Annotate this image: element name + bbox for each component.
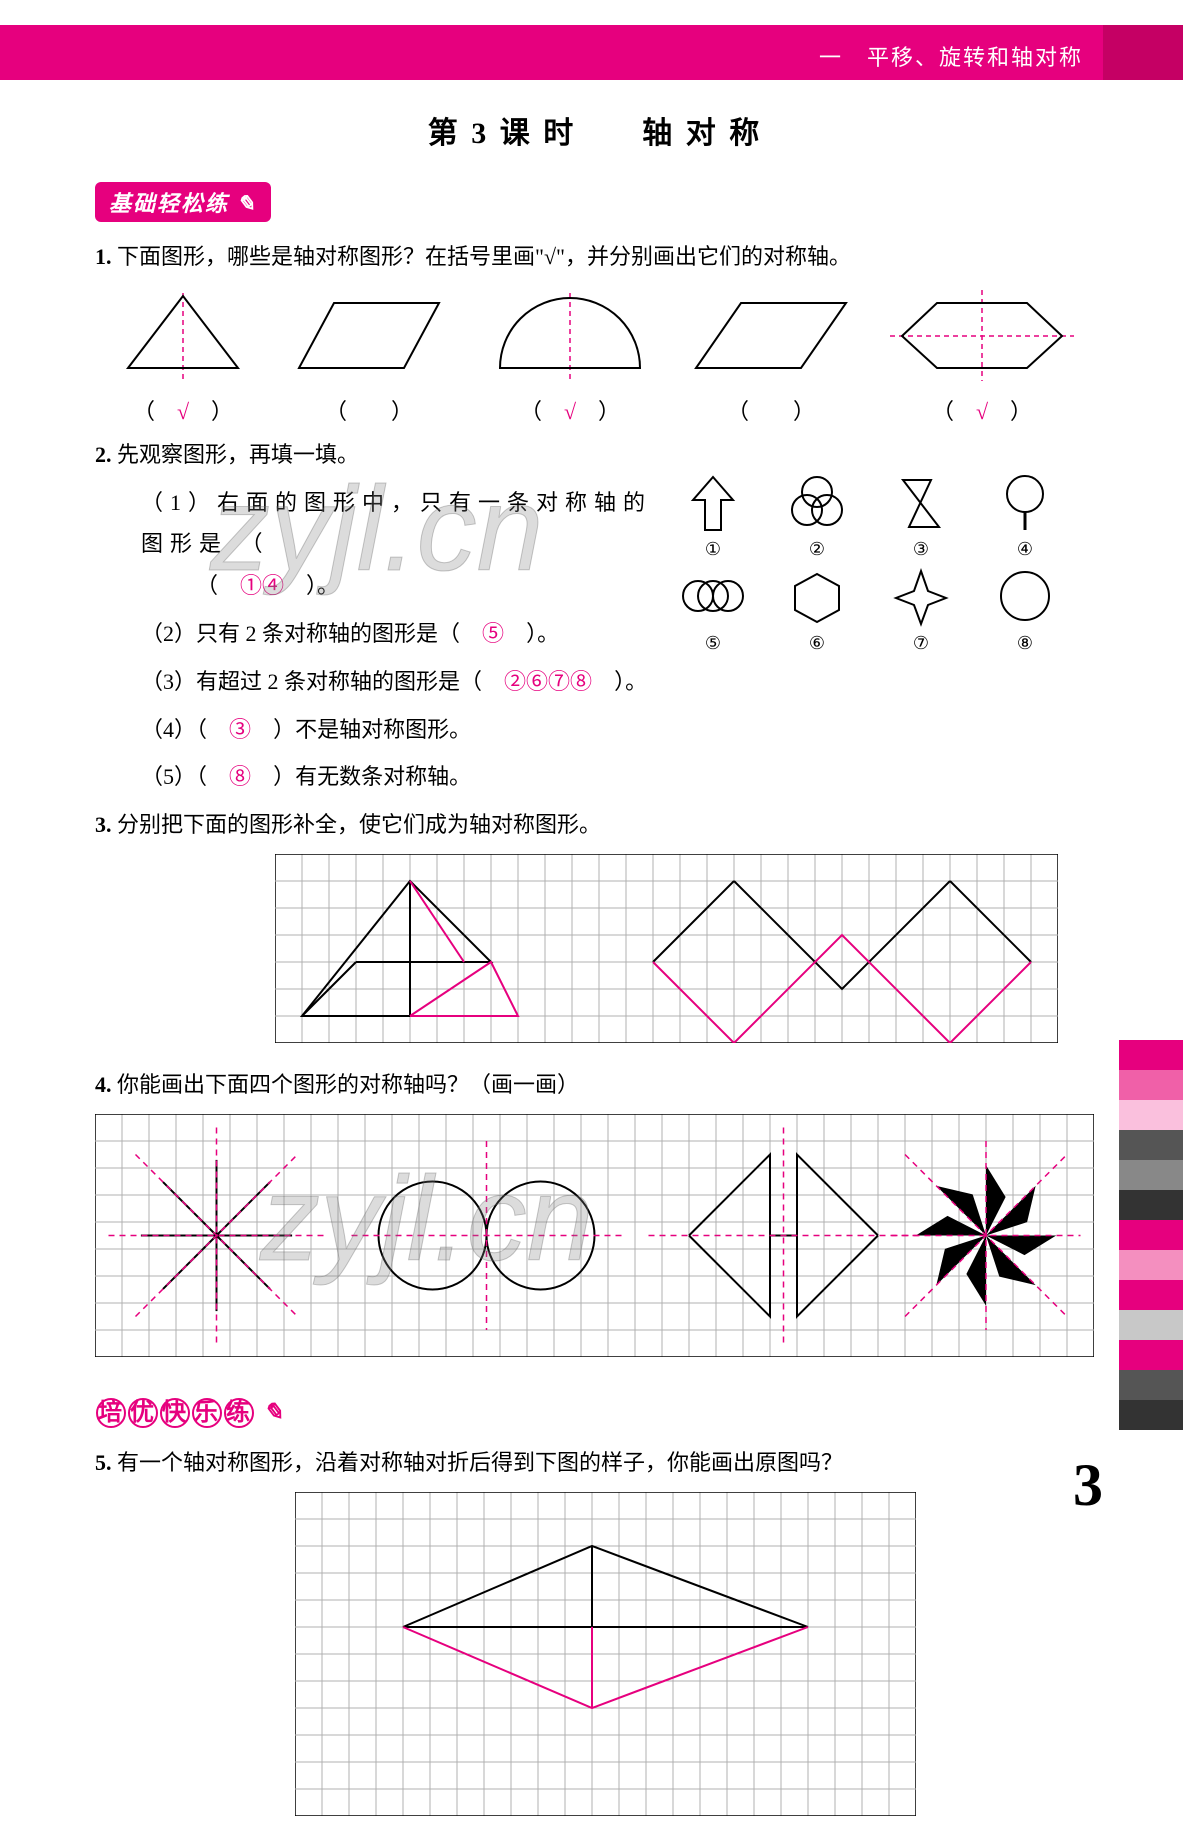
q3-grid-svg bbox=[275, 854, 1058, 1043]
q5-grid bbox=[295, 1492, 1095, 1821]
lesson-title: 第 3 课 时 轴 对 称 bbox=[95, 108, 1095, 152]
q1-number: 1. bbox=[95, 244, 112, 269]
question-4: 4. 你能画出下面四个图形的对称轴吗？（画一画） bbox=[95, 1064, 1095, 1106]
q1-shape-parallelogram: （ ） bbox=[686, 288, 856, 426]
side-color-strip bbox=[1119, 1040, 1183, 1430]
chapter-label: 一 平移、旋转和轴对称 bbox=[819, 40, 1083, 72]
q1-ans-3: （ √ ） bbox=[480, 394, 660, 426]
q2-sub5: （5）（ ⑧ ）有无数条对称轴。 bbox=[95, 756, 1095, 798]
section-basic-text: 基础轻松练 bbox=[109, 191, 229, 216]
section-advanced-tag: 培优快乐练 ✎ bbox=[95, 1398, 285, 1428]
section-basic-tag: 基础轻松练 ✎ bbox=[95, 182, 271, 222]
header-tab bbox=[1103, 25, 1183, 80]
q4-grid-svg bbox=[95, 1114, 1094, 1357]
icon-circle: ⑧ bbox=[975, 566, 1075, 656]
icon-trefoil: ② bbox=[767, 472, 867, 562]
q2-number: 2. bbox=[95, 442, 112, 467]
question-5: 5. 有一个轴对称图形，沿着对称轴对折后得到下图的样子，你能画出原图吗？ bbox=[95, 1442, 1095, 1484]
question-2: 2. 先观察图形，再填一填。 bbox=[95, 434, 1095, 476]
q2-text: 先观察图形，再填一填。 bbox=[117, 442, 359, 467]
header-bar: 一 平移、旋转和轴对称 bbox=[0, 25, 1183, 80]
q1-shape-semicircle: （ √ ） bbox=[480, 288, 660, 426]
q1-ans-4: （ ） bbox=[686, 394, 856, 426]
q4-number: 4. bbox=[95, 1072, 112, 1097]
q2-sub3: （3）有超过 2 条对称轴的图形是（ ②⑥⑦⑧ ）。 bbox=[95, 661, 1095, 703]
q3-number: 3. bbox=[95, 812, 112, 837]
q2-sub4: （4）（ ③ ）不是轴对称图形。 bbox=[95, 709, 1095, 751]
q1-shapes-row: （ √ ） （ ） （ √ ） （ ） bbox=[95, 288, 1095, 426]
q5-text: 有一个轴对称图形，沿着对称轴对折后得到下图的样子，你能画出原图吗？ bbox=[117, 1450, 843, 1475]
q1-ans-5: （ √ ） bbox=[882, 394, 1082, 426]
q5-number: 5. bbox=[95, 1450, 112, 1475]
icon-bowtie-triangles: ③ bbox=[871, 472, 971, 562]
q4-grid bbox=[95, 1114, 1095, 1362]
parallelogram-icon bbox=[686, 288, 856, 383]
page-number: 3 bbox=[1073, 1451, 1103, 1520]
icon-arrow-up: ① bbox=[663, 472, 763, 562]
page-content: 第 3 课 时 轴 对 称 基础轻松练 ✎ 1. 下面图形，哪些是轴对称图形？在… bbox=[95, 90, 1095, 1837]
icon-paddle: ④ bbox=[975, 472, 1075, 562]
q3-grid bbox=[275, 854, 1095, 1048]
q4-text: 你能画出下面四个图形的对称轴吗？（画一画） bbox=[117, 1072, 579, 1097]
q1-shape-triangle: （ √ ） bbox=[108, 288, 258, 426]
question-1: 1. 下面图形，哪些是轴对称图形？在括号里画"√"，并分别画出它们的对称轴。 bbox=[95, 236, 1095, 278]
icon-four-star: ⑦ bbox=[871, 566, 971, 656]
icon-three-rings: ⑤ bbox=[663, 566, 763, 656]
q2-icon-grid: ① ② ③ ④ ⑤ ⑥ ⑦ ⑧ bbox=[663, 472, 1075, 656]
triangle-icon bbox=[108, 288, 258, 383]
q1-shape-hexagon: （ √ ） bbox=[882, 288, 1082, 426]
q1-shape-trapezoid: （ ） bbox=[284, 288, 454, 426]
trapezoid-icon bbox=[284, 288, 454, 383]
icon-hexagon: ⑥ bbox=[767, 566, 867, 656]
question-3: 3. 分别把下面的图形补全，使它们成为轴对称图形。 bbox=[95, 804, 1095, 846]
hexagon-icon bbox=[882, 288, 1082, 383]
q1-ans-1: （ √ ） bbox=[108, 394, 258, 426]
q5-grid-svg bbox=[295, 1492, 916, 1816]
q3-text: 分别把下面的图形补全，使它们成为轴对称图形。 bbox=[117, 812, 601, 837]
semicircle-icon bbox=[480, 288, 660, 383]
q1-text: 下面图形，哪些是轴对称图形？在括号里画"√"，并分别画出它们的对称轴。 bbox=[117, 244, 851, 269]
pencil-icon: ✎ bbox=[237, 191, 257, 216]
q1-ans-2: （ ） bbox=[284, 394, 454, 426]
